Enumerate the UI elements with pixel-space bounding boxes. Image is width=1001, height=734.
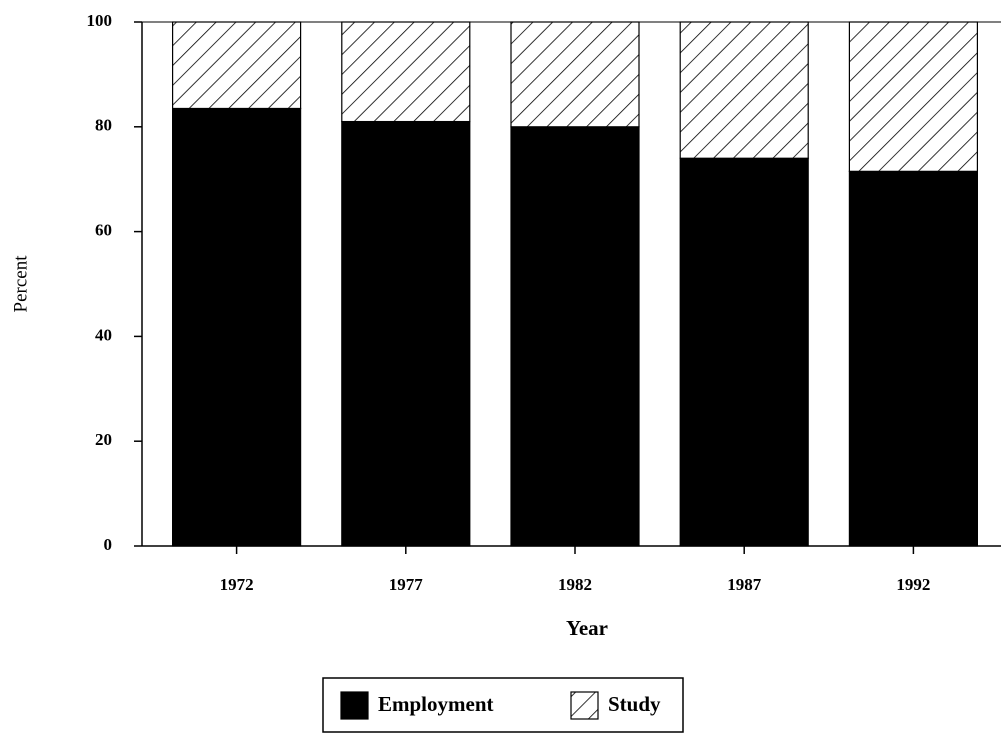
x-tick-label: 1992 [896,575,930,594]
bar-segment [510,21,640,128]
y-tick-label: 80 [95,116,112,135]
x-tick-label: 1987 [727,575,762,594]
bar-segment [510,126,640,547]
bar-segment [172,107,302,547]
x-tick-label: 1972 [220,575,254,594]
bar-segment [679,21,809,159]
bar-segment [341,21,471,123]
y-tick-label: 60 [95,221,112,240]
legend-swatch [340,691,369,720]
bar-segment [341,120,471,547]
bar-segment [679,157,809,547]
bar-segment [172,21,302,110]
y-tick-label: 40 [95,325,112,344]
y-tick-label: 20 [95,430,112,449]
y-axis-label: Percent [10,255,31,313]
y-tick-label: 0 [104,535,113,554]
legend-label: Employment [378,692,494,716]
x-axis-label: Year [566,616,608,640]
bar-segment [848,170,979,547]
legend-label: Study [608,692,661,716]
x-tick-label: 1977 [389,575,424,594]
legend-swatch [570,691,599,720]
bar-segment [848,21,979,172]
legend-box [322,677,684,733]
y-tick-label: 100 [87,11,113,30]
x-tick-label: 1982 [558,575,592,594]
